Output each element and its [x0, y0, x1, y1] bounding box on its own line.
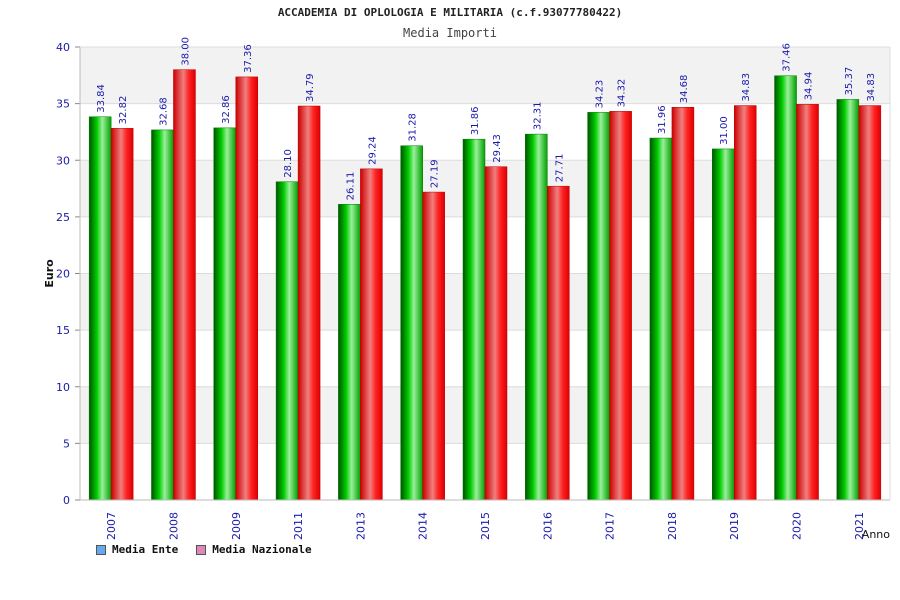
- bar-ente: [774, 75, 797, 501]
- x-tick-label: 2009: [230, 512, 243, 540]
- data-label-nazionale: 34.32: [617, 79, 628, 108]
- data-label-ente: 34.23: [595, 80, 606, 109]
- y-tick-label: 35: [56, 98, 70, 111]
- bar-ente: [400, 145, 423, 501]
- data-label-ente: 31.28: [408, 113, 419, 142]
- data-label-nazionale: 34.68: [679, 75, 690, 104]
- bar-nazionale: [671, 106, 695, 501]
- y-tick-label: 25: [56, 211, 70, 224]
- data-label-nazionale: 29.24: [367, 136, 378, 165]
- bar-ente: [462, 138, 486, 501]
- data-label-ente: 32.68: [158, 97, 169, 126]
- x-tick-label: 2011: [292, 512, 305, 540]
- x-tick-label: 2007: [105, 512, 118, 540]
- bar-nazionale: [297, 105, 321, 501]
- y-tick-label: 30: [56, 154, 70, 167]
- bar-ente: [151, 129, 174, 501]
- legend-swatch-nazionale: [196, 544, 207, 555]
- data-label-nazionale: 34.94: [804, 72, 815, 101]
- bar-ente: [836, 99, 860, 501]
- x-tick-label: 2008: [167, 512, 180, 540]
- chart-subtitle: Media Importi: [403, 26, 497, 40]
- data-label-ente: 26.11: [345, 172, 356, 201]
- data-label-ente: 35.37: [844, 67, 855, 96]
- legend: Media Ente Media Nazionale: [96, 543, 312, 556]
- data-label-ente: 28.10: [283, 149, 294, 178]
- bar-ente: [649, 137, 673, 501]
- x-tick-label: 2019: [728, 512, 741, 540]
- data-label-ente: 37.46: [782, 43, 793, 72]
- x-tick-label: 2016: [541, 512, 554, 540]
- bar-ente: [275, 181, 299, 501]
- x-tick-label: 2021: [853, 512, 866, 540]
- bar-ente: [587, 112, 610, 501]
- x-tick-label: 2018: [666, 512, 679, 540]
- y-tick-label: 0: [63, 494, 70, 507]
- data-labels: 33.84 32.82 32.68 38.00 32.86 37.36 28.10 34.79…: [96, 37, 877, 200]
- data-label-nazionale: 29.43: [492, 134, 503, 163]
- data-label-nazionale: 37.36: [243, 44, 254, 73]
- x-tick-label: 2014: [417, 512, 430, 540]
- legend-item-nazionale: Media Nazionale: [196, 543, 312, 556]
- x-tick-label: 2020: [791, 512, 804, 540]
- data-label-ente: 33.84: [96, 84, 107, 113]
- data-label-nazionale: 38.00: [180, 37, 191, 66]
- bar-nazionale: [484, 166, 508, 501]
- y-tick-label: 15: [56, 324, 70, 337]
- bar-ente: [338, 204, 361, 501]
- axes: 0 5 10 15 20 25 30 35 40 Euro Anno 2007 2008 2009 2011…: [43, 41, 891, 541]
- bar-nazionale: [858, 105, 882, 501]
- bar-ente: [711, 148, 735, 501]
- data-label-ente: 32.86: [221, 95, 232, 124]
- data-label-nazionale: 27.71: [554, 154, 565, 183]
- data-label-ente: 31.86: [470, 107, 481, 136]
- legend-item-ente: Media Ente: [96, 543, 178, 556]
- data-label-ente: 31.96: [657, 105, 668, 134]
- bar-ente: [525, 133, 548, 501]
- bar-nazionale: [360, 168, 383, 501]
- bars: [88, 69, 882, 501]
- data-label-ente: 31.00: [719, 116, 730, 145]
- x-tick-label: 2017: [604, 512, 617, 540]
- bar-nazionale: [235, 76, 259, 501]
- data-label-nazionale: 34.83: [741, 73, 752, 102]
- legend-label-ente: Media Ente: [112, 543, 179, 556]
- y-tick-label: 20: [56, 268, 70, 281]
- chart-title: ACCADEMIA DI OPLOLOGIA E MILITARIA (c.f.…: [277, 6, 623, 19]
- data-label-nazionale: 34.83: [866, 73, 877, 102]
- bar-nazionale: [173, 69, 196, 501]
- x-tick-label: 2013: [354, 512, 367, 540]
- plot-band: [80, 47, 890, 104]
- bar-nazionale: [547, 185, 570, 501]
- x-axis-title: Anno: [862, 528, 890, 541]
- data-label-ente: 32.31: [532, 101, 543, 130]
- bar-nazionale: [110, 128, 134, 501]
- y-axis-title: Euro: [43, 259, 56, 288]
- bar-ente: [213, 127, 237, 501]
- data-label-nazionale: 32.82: [118, 96, 129, 125]
- bar-nazionale: [733, 105, 757, 501]
- bar-nazionale: [796, 104, 819, 501]
- data-label-nazionale: 34.79: [305, 73, 316, 102]
- bar-nazionale: [609, 111, 632, 501]
- x-tick-label: 2015: [479, 512, 492, 540]
- bar-ente: [88, 116, 112, 501]
- y-tick-label: 10: [56, 381, 70, 394]
- data-label-nazionale: 27.19: [430, 159, 441, 188]
- y-tick-label: 5: [63, 437, 70, 450]
- legend-swatch-ente: [96, 544, 106, 555]
- y-tick-label: 40: [56, 41, 70, 54]
- legend-label-nazionale: Media Nazionale: [212, 543, 312, 556]
- bar-nazionale: [422, 191, 445, 501]
